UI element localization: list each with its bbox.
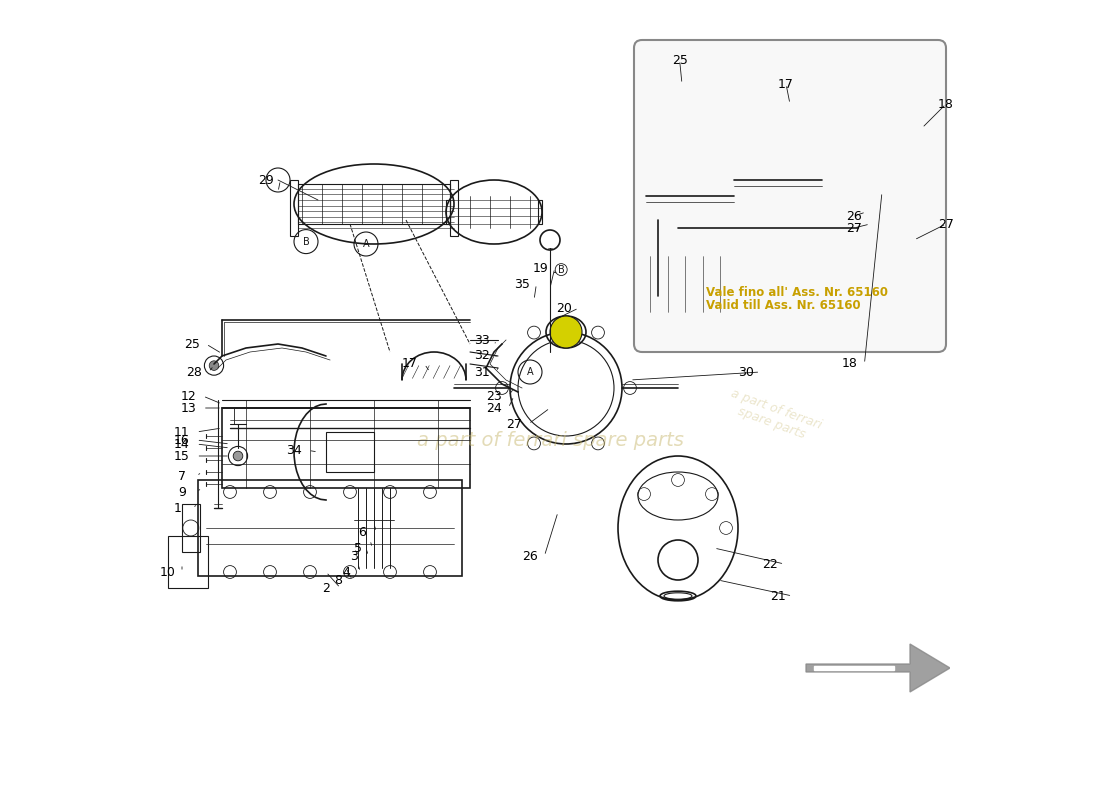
Text: 1: 1 — [174, 502, 182, 514]
Text: 25: 25 — [672, 54, 688, 66]
Text: 5: 5 — [354, 542, 362, 554]
Polygon shape — [806, 644, 950, 692]
Text: 26: 26 — [846, 210, 862, 222]
Text: a part of ferrari
spare parts: a part of ferrari spare parts — [671, 287, 781, 353]
Text: 28: 28 — [186, 366, 202, 378]
Circle shape — [859, 218, 872, 230]
Circle shape — [233, 451, 243, 461]
Bar — [182, 504, 199, 552]
Text: 16: 16 — [174, 434, 190, 446]
Text: 18: 18 — [938, 98, 954, 110]
Text: 23: 23 — [486, 390, 502, 402]
Text: 6: 6 — [359, 526, 366, 538]
Bar — [326, 432, 374, 472]
Text: 10: 10 — [160, 566, 176, 578]
Text: 24: 24 — [486, 402, 502, 414]
Text: 17: 17 — [778, 78, 794, 90]
Bar — [167, 536, 208, 588]
Text: 26: 26 — [522, 550, 538, 562]
Text: 8: 8 — [334, 574, 342, 586]
Text: 19: 19 — [532, 262, 548, 274]
Text: 32: 32 — [474, 350, 490, 362]
Circle shape — [550, 316, 582, 348]
Text: 7: 7 — [178, 470, 186, 482]
Text: 22: 22 — [762, 558, 778, 570]
Text: 27: 27 — [938, 218, 954, 230]
Bar — [222, 408, 470, 488]
Text: 33: 33 — [474, 334, 490, 346]
Text: Vale fino all' Ass. Nr. 65160: Vale fino all' Ass. Nr. 65160 — [706, 286, 888, 298]
Text: 4: 4 — [342, 566, 350, 578]
Text: 13: 13 — [180, 402, 196, 414]
Text: 27: 27 — [506, 418, 521, 430]
Text: A: A — [527, 367, 534, 377]
Circle shape — [873, 215, 883, 225]
Text: 31: 31 — [474, 366, 490, 378]
Bar — [298, 184, 450, 224]
Text: 20: 20 — [557, 302, 572, 314]
Text: 30: 30 — [738, 366, 754, 378]
Text: a part of ferrari spare parts: a part of ferrari spare parts — [417, 430, 683, 450]
Bar — [646, 256, 742, 312]
Text: 27: 27 — [846, 222, 862, 234]
Text: 2: 2 — [322, 582, 330, 594]
Text: Valid till Ass. Nr. 65160: Valid till Ass. Nr. 65160 — [706, 299, 860, 312]
Text: 12: 12 — [180, 390, 196, 402]
Text: 11: 11 — [174, 426, 190, 438]
Text: 21: 21 — [770, 590, 785, 602]
Text: 25: 25 — [184, 338, 199, 350]
Bar — [538, 200, 542, 224]
Text: B: B — [302, 237, 309, 246]
Text: 35: 35 — [514, 278, 530, 290]
Bar — [198, 480, 462, 576]
Text: 34: 34 — [286, 444, 301, 457]
Text: a part of ferrari
spare parts: a part of ferrari spare parts — [724, 386, 824, 446]
Text: 9: 9 — [178, 486, 186, 498]
Text: 18: 18 — [843, 358, 858, 370]
Text: 3: 3 — [350, 550, 358, 562]
Circle shape — [209, 361, 219, 370]
Bar — [450, 180, 458, 236]
Text: A: A — [363, 239, 370, 249]
FancyBboxPatch shape — [634, 40, 946, 352]
Text: 14: 14 — [174, 438, 190, 450]
Text: 15: 15 — [174, 450, 190, 462]
Text: 17: 17 — [403, 358, 418, 370]
Text: 29: 29 — [258, 174, 274, 186]
Bar — [446, 200, 450, 224]
Text: B: B — [558, 265, 564, 274]
Bar — [290, 180, 298, 236]
Polygon shape — [814, 666, 894, 670]
